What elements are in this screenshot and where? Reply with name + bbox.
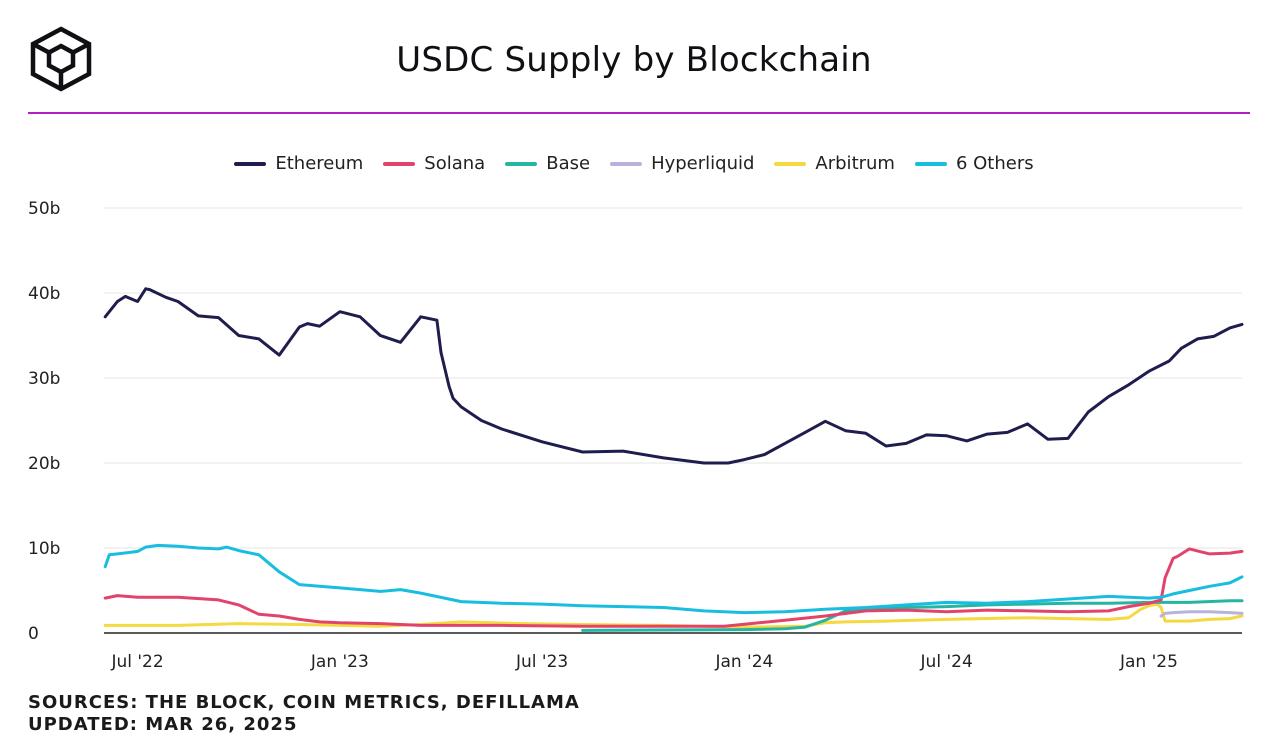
updated-text: UPDATED: MAR 26, 2025 — [28, 714, 298, 735]
x-tick-label: Jul '22 — [110, 652, 163, 672]
legend-label: Base — [546, 153, 591, 174]
legend-swatch — [383, 161, 416, 166]
sources-footer: SOURCES: THE BLOCK, COIN METRICS, DEFILL… — [28, 692, 580, 736]
legend-item-solana[interactable]: Solana — [383, 153, 485, 174]
legend-label: Arbitrum — [815, 153, 895, 174]
chart-axes: 0 10b 20b 30b 40b 50b Jul '22 Jan '23 Jul '23 Jan… — [28, 199, 1242, 672]
y-tick-label: 40b — [28, 284, 60, 304]
legend-swatch — [505, 161, 538, 166]
x-tick-label: Jan '24 — [714, 652, 773, 672]
legend-label: Solana — [424, 153, 486, 174]
series-line-arbitrum — [103, 602, 1244, 629]
legend-label: Ethereum — [275, 153, 364, 174]
x-tick-label: Jul '23 — [515, 652, 568, 672]
sources-text: SOURCES: THE BLOCK, COIN METRICS, DEFILL… — [28, 692, 580, 713]
legend-label: 6 Others — [955, 153, 1034, 174]
legend-item-ethereum[interactable]: Ethereum — [234, 153, 363, 174]
chart-grid — [104, 207, 1242, 549]
usdc-supply-line-chart: 0 10b 20b 30b 40b 50b Jul '22 Jan '23 Jul '23 Jan… — [28, 199, 1244, 672]
legend-item-arbitrum[interactable]: Arbitrum — [774, 153, 895, 174]
legend-label: Hyperliquid — [651, 153, 755, 174]
legend-item-hyperliquid[interactable]: Hyperliquid — [610, 153, 754, 174]
legend-item-base[interactable]: Base — [505, 153, 590, 174]
legend-swatch — [774, 161, 807, 166]
legend-swatch — [234, 161, 267, 166]
chart-series — [103, 287, 1244, 632]
y-tick-label: 10b — [28, 539, 60, 559]
the-block-logo — [30, 26, 92, 92]
legend-swatch — [914, 161, 947, 166]
series-line-6-others — [103, 543, 1244, 615]
legend-item-6-others[interactable]: 6 Others — [914, 153, 1034, 174]
y-tick-label: 20b — [28, 454, 60, 474]
chart-title: USDC Supply by Blockchain — [396, 40, 872, 80]
legend-swatch — [610, 161, 643, 166]
y-tick-label: 30b — [28, 369, 60, 389]
x-tick-label: Jul '24 — [920, 652, 973, 672]
series-line-solana — [103, 547, 1244, 628]
x-tick-label: Jan '25 — [1119, 652, 1178, 672]
chart-legend: Ethereum Solana Base Hyperliquid Arbitrum 6 O… — [0, 153, 1268, 174]
series-line-ethereum — [103, 287, 1244, 465]
y-tick-label: 50b — [28, 199, 60, 219]
series-line-hyperliquid — [1159, 610, 1244, 618]
x-tick-label: Jan '23 — [310, 652, 369, 672]
y-tick-label: 0 — [28, 624, 39, 644]
title-divider — [28, 112, 1250, 114]
